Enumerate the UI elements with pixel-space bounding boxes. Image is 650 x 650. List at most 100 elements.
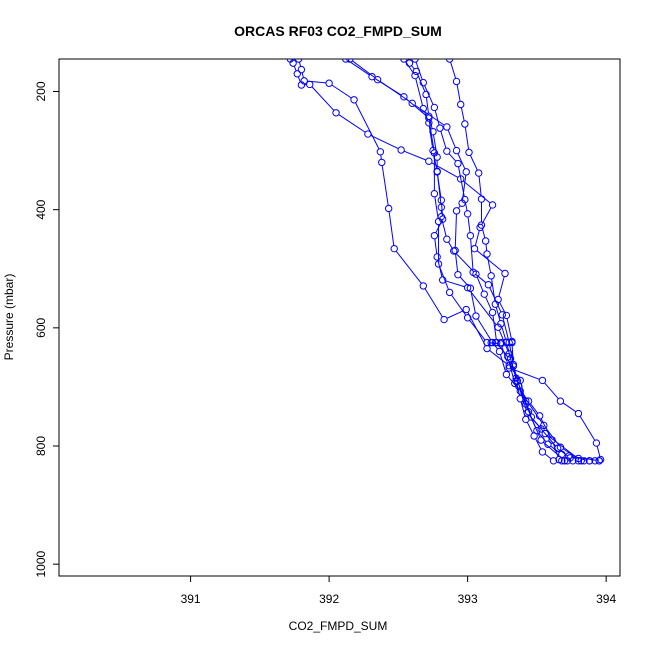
data-point bbox=[465, 148, 473, 157]
data-point bbox=[452, 146, 461, 155]
data-point bbox=[443, 147, 451, 155]
series-segment bbox=[441, 203, 443, 216]
data-point bbox=[373, 75, 382, 84]
y-tick-label: 600 bbox=[34, 318, 48, 338]
series-segment bbox=[470, 291, 476, 313]
series-9 bbox=[558, 457, 603, 465]
series-5 bbox=[445, 59, 569, 465]
series-segment bbox=[581, 458, 587, 461]
data-point bbox=[533, 426, 541, 435]
series-segment bbox=[509, 356, 516, 376]
data-point bbox=[462, 305, 470, 314]
data-point bbox=[501, 269, 509, 278]
data-point bbox=[512, 374, 520, 382]
data-point bbox=[411, 59, 419, 63]
series-segment bbox=[485, 244, 488, 251]
data-point bbox=[461, 120, 469, 128]
data-point bbox=[558, 457, 566, 465]
data-point bbox=[483, 338, 491, 347]
data-point bbox=[502, 338, 511, 347]
data-point bbox=[475, 169, 483, 177]
series-segment bbox=[451, 294, 467, 316]
series-segment bbox=[464, 127, 470, 150]
series-segment bbox=[293, 65, 297, 71]
series-segment bbox=[301, 72, 304, 78]
data-point bbox=[297, 65, 306, 74]
series-segment bbox=[559, 449, 568, 457]
data-point bbox=[463, 210, 472, 218]
chart-title: ORCAS RF03 CO2_FMPD_SUM bbox=[234, 23, 442, 39]
data-point bbox=[596, 455, 605, 464]
x-tick-label: 393 bbox=[458, 592, 478, 606]
data-point bbox=[440, 315, 448, 324]
data-point bbox=[585, 457, 594, 465]
series-segment bbox=[544, 453, 552, 460]
data-point bbox=[434, 217, 443, 226]
data-point bbox=[487, 272, 495, 280]
series-segment bbox=[447, 129, 456, 148]
y-tick-label: 200 bbox=[34, 81, 48, 101]
series-segment bbox=[455, 252, 475, 273]
data-point bbox=[300, 77, 308, 85]
series-segment bbox=[489, 350, 507, 365]
data-point bbox=[505, 350, 513, 358]
y-tick-label: 400 bbox=[34, 199, 48, 219]
series-segment bbox=[381, 165, 389, 206]
series-segment bbox=[509, 345, 514, 362]
series-segment bbox=[508, 376, 519, 389]
data-point bbox=[595, 457, 603, 465]
data-point bbox=[487, 338, 495, 347]
data-point bbox=[563, 457, 572, 465]
series-segment bbox=[542, 430, 556, 447]
series-1 bbox=[286, 59, 558, 465]
series-segment bbox=[425, 97, 429, 114]
data-point bbox=[527, 413, 536, 421]
x-tick-label: 392 bbox=[319, 592, 339, 606]
series-segment bbox=[502, 317, 509, 340]
data-point bbox=[368, 73, 376, 81]
data-point bbox=[556, 397, 565, 405]
series-segment bbox=[455, 253, 459, 272]
series-6 bbox=[400, 59, 585, 465]
data-point bbox=[419, 78, 428, 87]
data-point bbox=[522, 397, 530, 405]
data-point bbox=[494, 323, 502, 331]
series-segment bbox=[543, 441, 563, 460]
data-point bbox=[332, 109, 340, 117]
data-point bbox=[451, 246, 459, 255]
data-point bbox=[433, 253, 441, 261]
series-segment bbox=[297, 76, 301, 83]
series-segment bbox=[487, 257, 492, 273]
data-point bbox=[466, 284, 475, 292]
data-point bbox=[508, 338, 516, 347]
series-segment bbox=[596, 446, 601, 457]
data-point bbox=[437, 196, 446, 204]
data-point bbox=[506, 354, 515, 363]
series-segment bbox=[415, 61, 423, 80]
series-segment bbox=[459, 276, 469, 287]
data-point bbox=[495, 347, 504, 356]
data-point bbox=[430, 190, 439, 198]
series-segment bbox=[415, 78, 424, 106]
series-segment bbox=[491, 278, 496, 302]
series-segment bbox=[506, 318, 512, 339]
series-segment bbox=[388, 211, 395, 246]
data-point bbox=[454, 159, 462, 168]
data-point bbox=[470, 244, 479, 253]
data-point bbox=[472, 312, 480, 320]
y-axis: 200 400 600 800 1000 bbox=[34, 81, 59, 578]
data-point bbox=[516, 387, 524, 395]
series-segment bbox=[424, 288, 443, 318]
data-point bbox=[556, 443, 565, 451]
series-segment bbox=[478, 176, 482, 196]
series-segment bbox=[370, 134, 399, 150]
data-point bbox=[378, 158, 386, 167]
data-point bbox=[350, 96, 358, 104]
series-segment bbox=[499, 354, 506, 372]
data-point bbox=[452, 207, 461, 215]
x-axis-label: CO2_FMPD_SUM bbox=[289, 619, 388, 633]
data-point bbox=[419, 282, 428, 290]
data-point bbox=[560, 457, 569, 465]
data-point bbox=[376, 148, 385, 156]
series-segment bbox=[476, 250, 503, 272]
